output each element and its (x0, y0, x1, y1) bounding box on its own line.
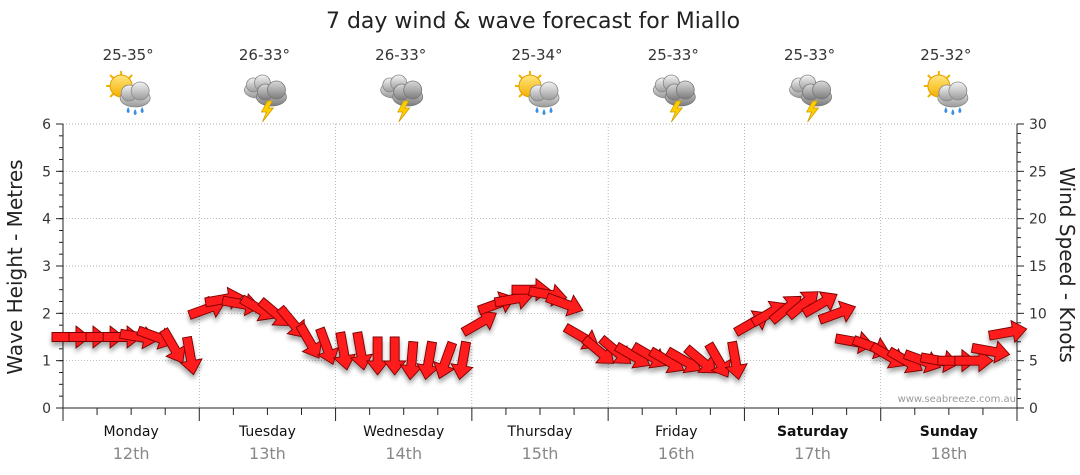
wind-arrow (295, 322, 323, 359)
storm-icon (652, 74, 696, 123)
wind-arrow (785, 291, 819, 321)
y-axis-right-label: Wind Speed - Knots (1055, 167, 1079, 363)
day-label: Thursday (506, 424, 572, 440)
wind-arrow (433, 340, 458, 380)
day-label: Tuesday (238, 424, 296, 440)
day-label: Wednesday (363, 424, 444, 440)
temperature-range: 25-35° (103, 46, 154, 64)
wind-arrows (51, 277, 1028, 381)
day-label: Friday (655, 424, 697, 440)
storm-icon (244, 74, 287, 123)
wind-arrow (349, 331, 374, 371)
y-left-tick-label: 6 (42, 117, 51, 133)
y-right-tick-label: 10 (1029, 306, 1047, 322)
date-label: 18th (930, 444, 967, 463)
temperature-range: 25-32° (920, 46, 971, 64)
sun-rain-icon (514, 70, 560, 116)
wind-arrow (399, 340, 424, 381)
y-left-tick-label: 4 (42, 212, 51, 228)
wind-arrow (416, 340, 440, 381)
date-label: 12th (113, 444, 150, 463)
y-left-tick-label: 1 (42, 354, 51, 370)
y-axis-left-label: Wave Height - Metres (3, 159, 27, 374)
y-right-tick-label: 5 (1029, 354, 1038, 370)
wind-arrow (581, 334, 615, 364)
y-left-tick-label: 2 (42, 306, 51, 322)
y-right-tick-label: 20 (1029, 212, 1047, 228)
temperature-range: 25-33° (784, 46, 835, 64)
watermark: www.seabreeze.com.au (898, 394, 1016, 405)
wind-arrow (987, 319, 1028, 344)
storm-icon (789, 74, 832, 123)
day-label: Monday (104, 424, 159, 440)
date-label: 14th (385, 444, 422, 463)
wind-arrow (460, 310, 497, 337)
date-label: 16th (658, 444, 695, 463)
wind-arrow (545, 292, 584, 317)
temperature-range: 26-33° (239, 46, 290, 64)
wind-arrow (801, 291, 838, 318)
y-right-tick-label: 30 (1029, 117, 1047, 133)
y-left-tick-label: 3 (42, 259, 51, 275)
date-label: 13th (249, 444, 286, 463)
day-label: Sunday (920, 424, 978, 440)
sun-rain-icon (922, 70, 969, 116)
wind-arrow (382, 336, 407, 376)
wind-arrow (970, 340, 1011, 364)
storm-icon (380, 74, 424, 123)
y-left-tick-label: 0 (42, 401, 51, 417)
grid (63, 123, 1017, 408)
wind-arrow (704, 341, 732, 378)
y-right-tick-label: 25 (1029, 164, 1047, 180)
wind-arrow (817, 300, 857, 325)
wind-arrow (450, 340, 474, 381)
wind-arrow (315, 326, 340, 366)
temperature-range: 25-33° (648, 46, 699, 64)
wind-arrow (159, 327, 186, 364)
wind-arrow (683, 344, 717, 374)
y-left-tick-label: 5 (42, 164, 51, 180)
wind-arrow (179, 335, 203, 376)
day-label: Saturday (777, 424, 848, 440)
y-right-tick-label: 15 (1029, 259, 1047, 275)
wind-arrow (954, 348, 994, 373)
y-right-tick-label: 0 (1029, 401, 1038, 417)
wind-arrow (724, 340, 748, 381)
date-label: 15th (522, 444, 559, 463)
wind-arrow (332, 331, 357, 371)
temperature-range: 26-33° (375, 46, 426, 64)
date-label: 17th (794, 444, 831, 463)
temperature-range: 25-34° (511, 46, 562, 64)
chart-title: 7 day wind & wave forecast for Miallo (326, 9, 740, 34)
sun-rain-icon (105, 70, 152, 116)
